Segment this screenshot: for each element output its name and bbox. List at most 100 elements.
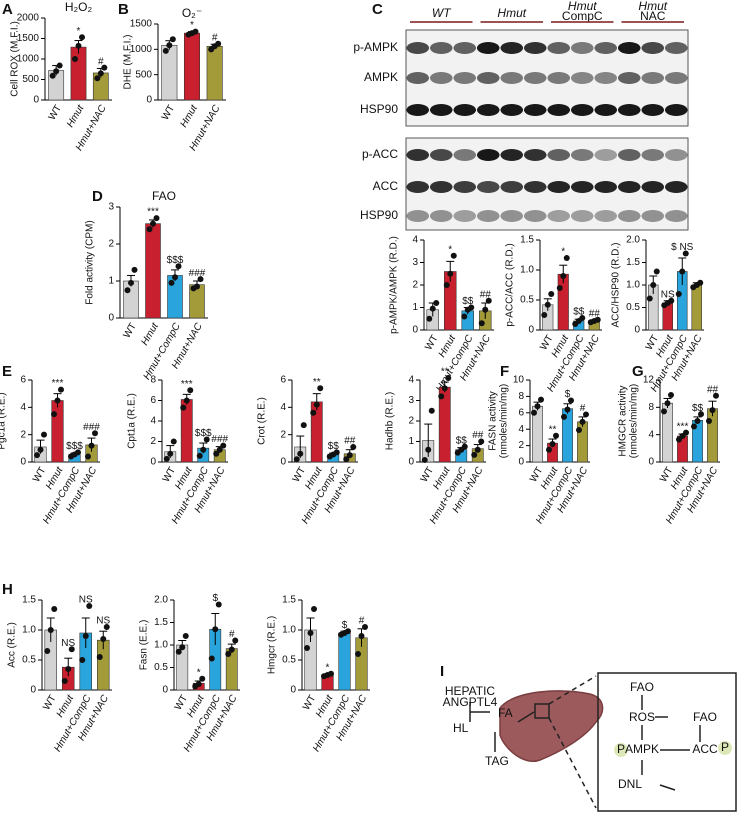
blot-band — [664, 104, 688, 116]
significance-label: ## — [707, 384, 719, 395]
data-point — [438, 393, 445, 400]
significance-label: * — [197, 667, 201, 678]
data-point — [297, 450, 304, 457]
data-point — [168, 279, 175, 286]
y-axis-label: Acc (R.E.) — [7, 622, 18, 668]
y-tick-label: 2 — [412, 280, 418, 291]
data-point — [163, 455, 170, 462]
data-point — [345, 628, 351, 635]
y-tick-label: 1.5 — [520, 235, 534, 246]
y-axis-label: ACC/HSP90 (R.D.) — [611, 242, 622, 327]
data-point — [51, 411, 57, 418]
blot-band — [641, 149, 665, 161]
data-point — [194, 283, 200, 290]
data-point — [47, 627, 54, 633]
significance-label: ### — [211, 434, 228, 445]
zoom-square — [534, 703, 550, 719]
blot-band — [429, 42, 453, 54]
data-point — [447, 270, 454, 277]
significance-label: # — [212, 32, 218, 43]
y-tick-label: 10 — [513, 375, 525, 386]
significance-label: $ — [212, 593, 218, 604]
significance-label: $$ — [462, 296, 474, 307]
data-point — [72, 56, 78, 62]
diagram-label: HL — [453, 721, 469, 735]
data-point — [96, 654, 103, 660]
x-tick-label: Hmut — [139, 320, 161, 347]
detail-box — [597, 672, 737, 812]
data-point — [362, 624, 368, 630]
blot-group-label: Hmut — [638, 0, 667, 13]
data-point — [534, 403, 541, 410]
blot-band — [547, 149, 571, 161]
diagram-shapes — [469, 672, 737, 812]
blot-band — [476, 210, 500, 222]
y-tick-label: 6 — [280, 375, 286, 386]
blot-band — [641, 72, 665, 84]
data-point — [172, 274, 178, 281]
y-axis-label: p-ACC/ACC (R.D.) — [505, 243, 516, 326]
data-point — [175, 648, 182, 655]
data-point — [553, 432, 559, 439]
data-point — [85, 453, 91, 460]
significance-label: $$ — [456, 435, 468, 446]
y-tick-label: 4 — [648, 429, 654, 440]
significance-label: # — [98, 56, 104, 67]
significance-label: ## — [472, 430, 484, 441]
data-point — [131, 266, 138, 273]
blot-row-label: HSP90 — [360, 102, 398, 116]
blot-band — [523, 42, 547, 54]
data-point — [208, 655, 215, 662]
data-point — [563, 255, 570, 261]
y-tick-label: 1 — [408, 436, 414, 447]
data-point — [34, 452, 40, 459]
y-tick-label: 1.5 — [154, 617, 168, 628]
blot-band — [547, 72, 571, 84]
data-point — [583, 411, 589, 418]
significance-label: * — [77, 26, 81, 37]
significance-label: ### — [189, 268, 206, 279]
data-point — [197, 276, 204, 283]
data-point — [576, 427, 582, 434]
data-point — [146, 226, 153, 233]
diagram-label: ANGPTL4 — [443, 695, 498, 709]
data-point — [428, 407, 435, 414]
data-point — [691, 423, 697, 430]
blot-band — [476, 42, 500, 54]
panel-letter: D — [92, 188, 103, 205]
data-point — [661, 408, 667, 415]
y-axis-label: Hmgcr (R.E.) — [267, 616, 278, 674]
y-tick-label: 4 — [518, 424, 524, 435]
blot-band — [570, 149, 594, 161]
blot-group-label: WT — [432, 6, 452, 20]
bar — [145, 223, 161, 319]
data-point — [468, 304, 475, 311]
y-tick-label: 0 — [30, 685, 36, 696]
y-axis-label: Pgc1a (R.E.) — [0, 392, 8, 449]
y-tick-label: 500 — [135, 69, 152, 80]
data-point — [429, 305, 436, 312]
y-tick-label: 3 — [108, 202, 114, 213]
significance-label: ** — [441, 367, 449, 378]
y-tick-label: 1500 — [17, 33, 40, 44]
data-point — [100, 636, 107, 642]
data-point — [88, 442, 95, 449]
data-point — [232, 637, 239, 644]
data-point — [68, 646, 75, 653]
data-point — [646, 295, 653, 302]
data-point — [86, 603, 93, 609]
data-point — [311, 606, 317, 612]
blot-band — [617, 149, 641, 161]
y-tick-label: 1 — [108, 276, 114, 287]
data-point — [474, 446, 481, 453]
blot-band — [500, 149, 524, 161]
blot-band — [594, 149, 618, 161]
significance-label: $ — [342, 620, 348, 631]
data-point — [92, 430, 98, 437]
significance-label: *** — [52, 378, 64, 389]
data-point — [445, 374, 452, 381]
data-point — [183, 397, 190, 404]
data-point — [709, 407, 716, 414]
data-point — [425, 446, 432, 453]
